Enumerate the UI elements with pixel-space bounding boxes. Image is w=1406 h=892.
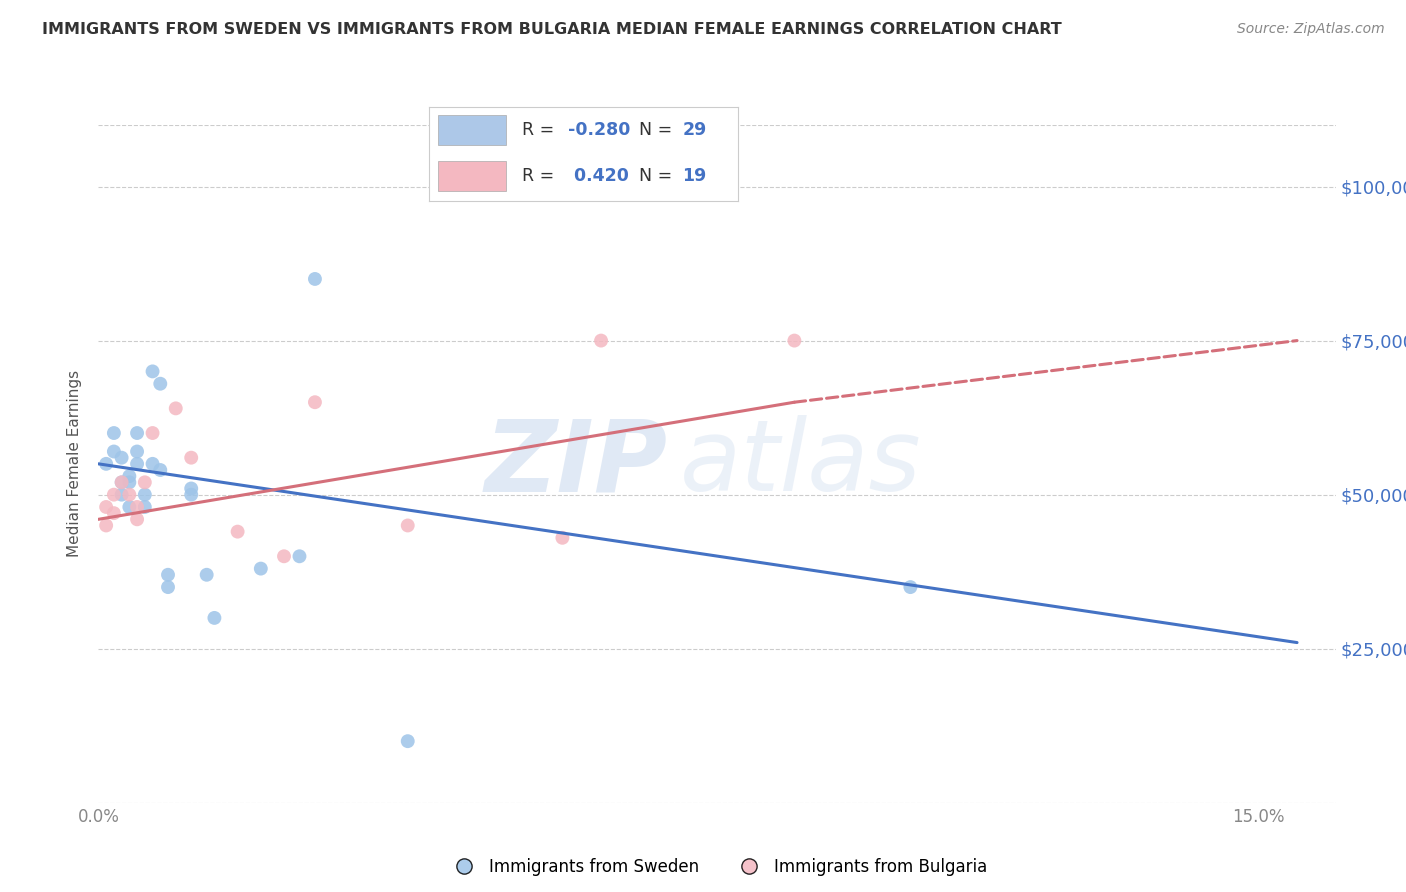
FancyBboxPatch shape [439,114,506,145]
Point [134,488,156,502]
Point [783,334,806,348]
Point [96,500,118,514]
Point [157,580,180,594]
Point [111,475,134,490]
Point [127,500,149,514]
Point [288,549,311,564]
Point [396,734,419,748]
Point [396,518,419,533]
Text: IMMIGRANTS FROM SWEDEN VS IMMIGRANTS FROM BULGARIA MEDIAN FEMALE EARNINGS CORREL: IMMIGRANTS FROM SWEDEN VS IMMIGRANTS FRO… [42,22,1062,37]
Point [149,376,172,391]
Point [304,272,326,286]
Point [103,488,125,502]
Point [134,500,156,514]
Point [118,500,141,514]
Point [180,482,202,496]
Text: R =: R = [522,168,560,186]
Point [111,475,134,490]
Point [142,457,165,471]
Point [127,425,149,440]
Point [250,561,273,575]
Point [118,475,141,490]
Point [180,450,202,465]
Point [157,567,180,582]
Point [551,531,574,545]
Point [165,401,187,416]
Point [103,444,125,458]
Text: R =: R = [522,120,560,138]
Text: atlas: atlas [681,416,921,512]
Point [127,457,149,471]
Point [149,463,172,477]
Text: -0.280: -0.280 [568,120,630,138]
Point [273,549,295,564]
Point [142,364,165,378]
Point [134,475,156,490]
Point [111,450,134,465]
Text: 29: 29 [682,120,707,138]
Text: 19: 19 [682,168,707,186]
Point [103,425,125,440]
Text: ZIP: ZIP [485,416,668,512]
Point [591,334,613,348]
Point [118,488,141,502]
Legend: Immigrants from Sweden, Immigrants from Bulgaria: Immigrants from Sweden, Immigrants from … [440,851,994,882]
Text: 0.420: 0.420 [568,168,628,186]
Point [103,506,125,520]
Point [226,524,249,539]
Text: N =: N = [640,120,678,138]
Point [195,567,218,582]
Point [111,488,134,502]
Point [96,518,118,533]
Point [118,469,141,483]
Point [304,395,326,409]
Point [900,580,922,594]
Y-axis label: Median Female Earnings: Median Female Earnings [67,370,83,558]
FancyBboxPatch shape [439,161,506,191]
Point [127,512,149,526]
Point [142,425,165,440]
Text: Source: ZipAtlas.com: Source: ZipAtlas.com [1237,22,1385,37]
Point [180,488,202,502]
Point [204,611,226,625]
Point [127,444,149,458]
Text: N =: N = [640,168,678,186]
Point [96,457,118,471]
